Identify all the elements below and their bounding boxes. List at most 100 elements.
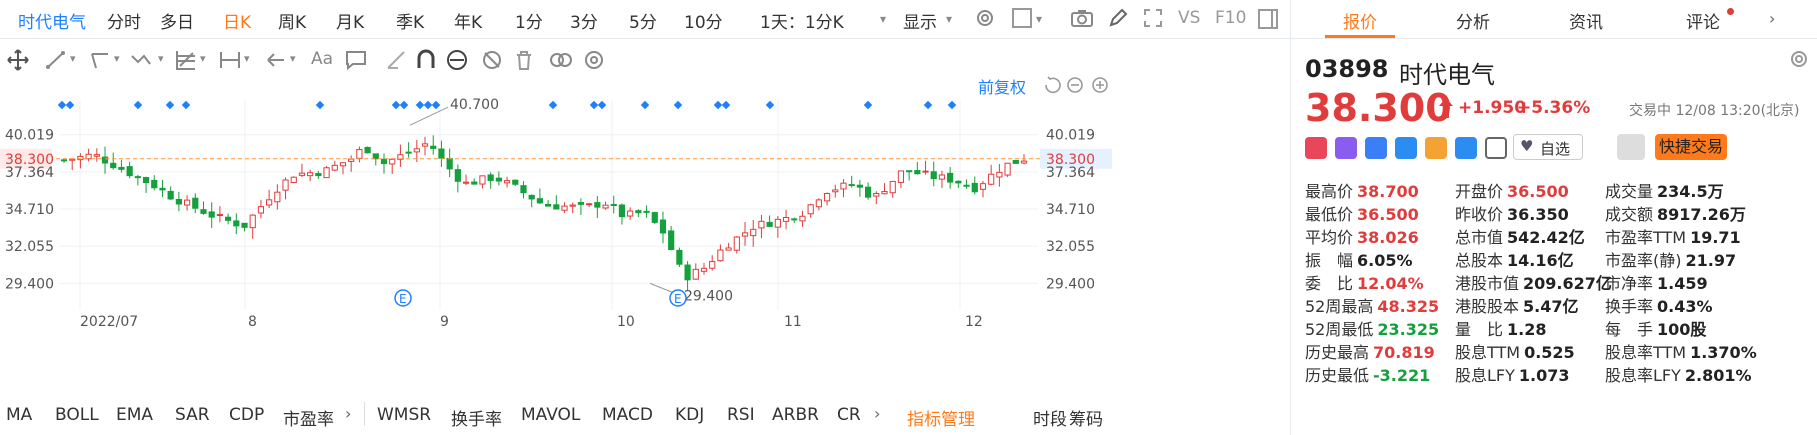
candle-body [569, 204, 576, 207]
wave-tool-icon[interactable] [130, 48, 156, 72]
indicator-arbr[interactable]: ARBR [772, 405, 819, 425]
candle-body [430, 145, 437, 149]
indicator-ema[interactable]: EMA [116, 405, 154, 425]
angle-tool-icon[interactable] [384, 48, 408, 72]
chevron-down-icon[interactable]: ▾ [290, 52, 296, 65]
tab-analysis[interactable]: 分析 [1456, 13, 1490, 33]
indicator-kdj[interactable]: KDJ [675, 405, 705, 425]
shuffle-icon[interactable] [1365, 137, 1387, 159]
indicator-manage-button[interactable]: 指标管理 [907, 410, 975, 430]
quote-tabs: 报价 分析 资讯 评论 › [1291, 0, 1817, 39]
quick-trade-button[interactable]: 快捷交易 [1655, 134, 1727, 160]
hk-flag-icon[interactable] [1305, 137, 1327, 159]
channel-tool-icon[interactable] [88, 48, 112, 72]
range-tool-icon[interactable] [218, 48, 242, 72]
tab-quote[interactable]: 报价 [1343, 13, 1377, 33]
settings-icon[interactable] [974, 7, 996, 29]
sidebar-toggle-icon[interactable] [1258, 9, 1278, 29]
chevron-down-icon[interactable]: ▾ [244, 52, 250, 65]
event-marker [947, 100, 957, 110]
period-weekly[interactable]: 周K [278, 13, 307, 33]
tab-news[interactable]: 资讯 [1569, 13, 1603, 33]
candle-body [356, 149, 363, 159]
field-label: 昨收价 [1455, 205, 1504, 224]
indicator-rsi[interactable]: RSI [727, 405, 755, 425]
period-3min[interactable]: 3分 [570, 13, 598, 33]
candle-body [167, 190, 174, 200]
adjust-mode-button[interactable]: 前复权 [978, 78, 1027, 97]
kline-chart[interactable]: 40.019 40.019 38.300 38.300 37.364 37.364 34.7… [0, 76, 1290, 380]
gear-icon[interactable] [1788, 48, 1810, 70]
period-1min[interactable]: 1分 [515, 13, 543, 33]
indicator-ma[interactable]: MA [6, 405, 33, 425]
chevron-down-icon[interactable]: ▾ [880, 12, 887, 26]
lightning-icon[interactable] [1335, 137, 1357, 159]
candle-body [69, 158, 76, 161]
bell-icon[interactable] [1617, 134, 1645, 160]
tag-icon[interactable] [1455, 137, 1477, 159]
link-icon[interactable] [548, 48, 574, 72]
compare-button[interactable]: VS [1178, 8, 1201, 28]
event-marker [713, 100, 723, 110]
magnet-icon[interactable] [414, 48, 438, 72]
trend-icon[interactable] [1425, 137, 1447, 159]
period-quarterly[interactable]: 季K [396, 13, 425, 33]
chevron-down-icon[interactable]: ▾ [70, 52, 76, 65]
indicator-macd[interactable]: MACD [602, 405, 653, 425]
period-monthly[interactable]: 月K [336, 13, 365, 33]
candle-body [782, 216, 790, 222]
tab-comments[interactable]: 评论 [1686, 13, 1720, 33]
indicator-sar[interactable]: SAR [175, 405, 210, 425]
chevron-down-icon[interactable]: ▾ [946, 12, 953, 26]
note-icon[interactable] [1485, 137, 1507, 159]
comment-tool-icon[interactable] [344, 48, 368, 72]
chevron-right-icon[interactable]: › [345, 404, 352, 423]
period-yearly[interactable]: 年K [454, 13, 483, 33]
hide-icon[interactable] [480, 48, 504, 72]
chevron-down-icon[interactable]: ▾ [158, 52, 164, 65]
line-tool-icon[interactable] [44, 48, 68, 72]
lock-toggle-icon[interactable] [444, 48, 470, 72]
indicator-mavol[interactable]: MAVOL [521, 405, 581, 425]
fib-tool-icon[interactable] [174, 48, 198, 72]
indicator-turnover[interactable]: 换手率 [451, 410, 502, 430]
period-5min[interactable]: 5分 [629, 13, 657, 33]
indicator-boll[interactable]: BOLL [55, 405, 99, 425]
chevron-down-icon[interactable]: ▾ [114, 52, 120, 65]
trash-icon[interactable] [512, 48, 536, 72]
fullscreen-icon[interactable] [1142, 7, 1164, 29]
indicator-cr[interactable]: CR [837, 405, 861, 425]
notification-dot [1727, 8, 1734, 15]
period-daily[interactable]: 日K [223, 13, 252, 33]
session-button[interactable]: 时段 [1033, 410, 1067, 430]
text-tool-icon[interactable]: Aa [311, 49, 334, 69]
chevron-right-icon[interactable]: › [1769, 9, 1776, 28]
indicator-pe[interactable]: 市盈率 [283, 410, 334, 430]
quote-field: 总股本 14.16亿 [1455, 247, 1574, 271]
f10-button[interactable]: F10 [1215, 8, 1247, 28]
chevron-down-icon[interactable]: ▾ [1036, 12, 1043, 26]
arrow-tool-icon[interactable] [264, 48, 288, 72]
chevron-down-icon[interactable]: ▾ [200, 52, 206, 65]
move-icon[interactable] [6, 48, 30, 72]
camera-icon[interactable] [1070, 7, 1094, 29]
indicator-wmsr[interactable]: WMSR [377, 405, 432, 425]
indicator-cdp[interactable]: CDP [229, 405, 265, 425]
watchlist-button[interactable]: ♥ 自选 [1513, 134, 1583, 160]
square-icon[interactable] [1012, 8, 1032, 28]
chevron-right-icon[interactable]: › [874, 404, 881, 423]
quote-field: 成交额 8917.26万 [1605, 201, 1746, 225]
pen-icon[interactable] [1107, 7, 1129, 29]
stock-name-tab[interactable]: 时代电气 [18, 13, 86, 33]
period-10min[interactable]: 10分 [684, 13, 723, 33]
zoom-controls[interactable] [1042, 74, 1112, 96]
period-multiday[interactable]: 多日 [160, 13, 194, 33]
dollar-icon[interactable] [1395, 137, 1417, 159]
gear-icon[interactable] [582, 48, 606, 72]
display-menu[interactable]: 显示 [903, 13, 937, 33]
event-marker [431, 100, 441, 110]
chips-button[interactable]: 筹码 [1069, 410, 1103, 430]
period-range-select[interactable]: 1天：1分K [760, 13, 844, 33]
period-intraday[interactable]: 分时 [107, 13, 141, 33]
